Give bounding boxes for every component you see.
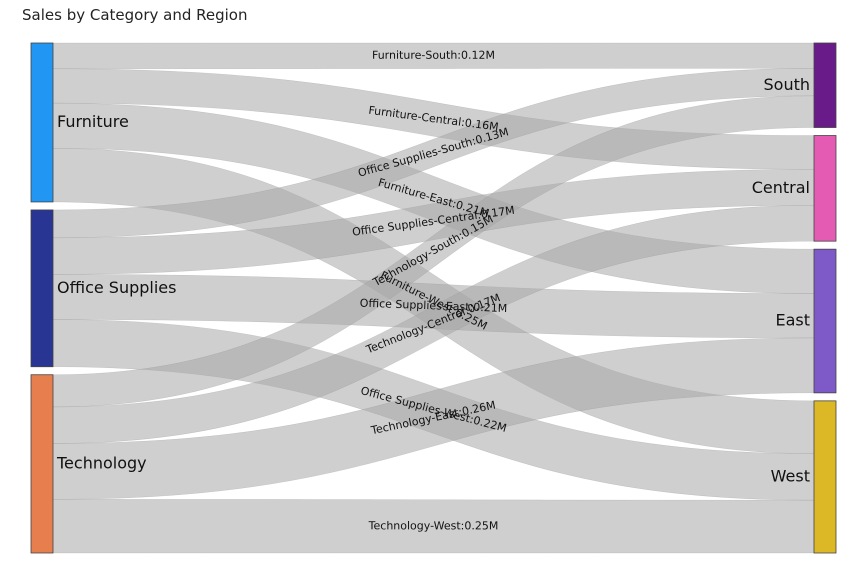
node-east [813,248,837,394]
nodes-group: Furniture Office Supplies Technology South C… [30,42,837,554]
chart-title: Sales by Category and Region [22,6,248,24]
node-west [813,400,837,554]
node-central [813,135,837,242]
links-group [52,42,815,554]
link-label-furniture-south: Furniture-South:0.12M [372,49,495,62]
node-label-south: South [764,75,811,94]
node-label-furniture: Furniture [57,112,129,131]
node-label-technology: Technology [56,453,147,472]
node-label-central: Central [752,178,810,197]
node-label-west: West [771,466,810,485]
link-label-technology-west: Technology-West:0.25M [368,519,499,532]
node-label-office-supplies: Office Supplies [57,278,176,297]
link-label-office-supplies-east: Office Supplies-East:0.21M [360,297,508,315]
node-label-east: East [775,311,810,330]
node-south [813,42,837,128]
node-furniture [30,42,54,203]
node-office-supplies [30,209,54,368]
node-technology [30,374,54,554]
